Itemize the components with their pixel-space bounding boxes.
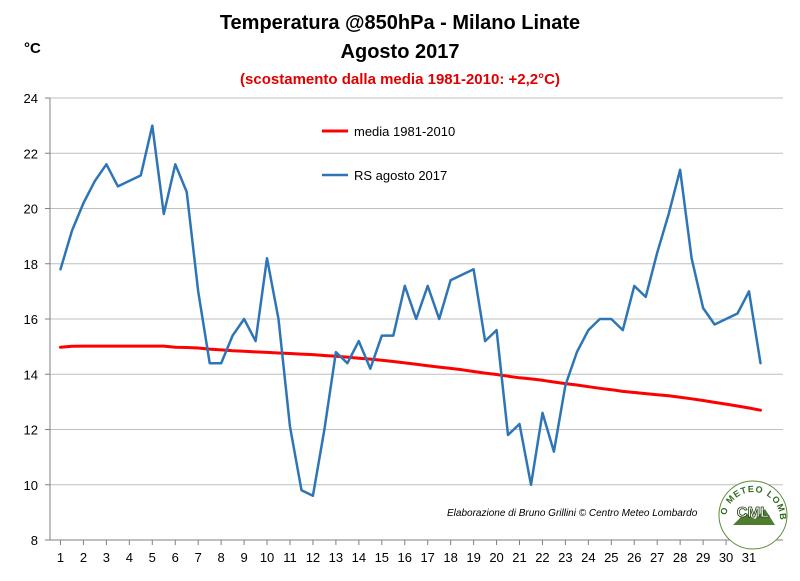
y-tick-label: 22: [24, 146, 38, 161]
x-tick-label: 31: [742, 550, 756, 565]
x-tick-label: 25: [604, 550, 618, 565]
cml-logo: CENTRO METEO LOMBARDOCML: [0, 0, 788, 550]
x-tick-label: 17: [420, 550, 434, 565]
logo-ring: [718, 480, 788, 550]
legend: media 1981-2010 RS agosto 2017: [322, 124, 455, 183]
logo-text: CML: [737, 504, 770, 521]
x-tick-label: 8: [218, 550, 225, 565]
grid-lines: [50, 97, 783, 486]
x-tick-label: 9: [240, 550, 247, 565]
logo-mountain: [733, 509, 775, 525]
x-tick-label: 28: [673, 550, 687, 565]
x-tick-label: 15: [375, 550, 389, 565]
x-tick-label: 5: [149, 550, 156, 565]
y-tick-label: 8: [31, 533, 38, 548]
x-tick-label: 6: [172, 550, 179, 565]
chart-subtitle: Agosto 2017: [340, 41, 460, 63]
logo-ring-text: CENTRO METEO LOMBARDO: [0, 0, 787, 521]
series-line-rs: [59, 124, 762, 498]
legend-label: media 1981-2010: [354, 124, 455, 139]
x-tick-label: 14: [352, 550, 366, 565]
x-tick-label: 16: [398, 550, 412, 565]
anomaly-note: (scostamento dalla media 1981-2010: +2,2…: [240, 71, 560, 88]
x-tick-label: 2: [80, 550, 87, 565]
x-tick-label: 10: [260, 550, 274, 565]
x-tick-label: 29: [696, 550, 710, 565]
x-tick-label: 20: [489, 550, 503, 565]
x-tick-label: 22: [535, 550, 549, 565]
y-unit-label: °C: [24, 40, 41, 57]
y-tick-label: 16: [24, 312, 38, 327]
x-tick-label: 7: [195, 550, 202, 565]
x-tick-label: 26: [627, 550, 641, 565]
y-tick-label: 18: [24, 257, 38, 272]
y-tick-label: 14: [24, 367, 38, 382]
legend-label: RS agosto 2017: [354, 168, 447, 183]
y-tick-label: 12: [24, 423, 38, 438]
x-tick-label: 13: [329, 550, 343, 565]
x-tick-label: 30: [719, 550, 733, 565]
x-tick-label: 4: [126, 550, 133, 565]
x-tick-label: 3: [103, 550, 110, 565]
x-tick-label: 11: [283, 550, 297, 565]
credit-text: Elaborazione di Bruno Grillini © Centro …: [447, 508, 698, 519]
x-tick-label: 23: [558, 550, 572, 565]
x-tick-label: 12: [306, 550, 320, 565]
y-tick-label: 10: [24, 478, 38, 493]
x-tick-label: 18: [443, 550, 457, 565]
y-tick-label: 24: [24, 91, 38, 106]
series-lines: [59, 124, 762, 498]
x-tick-label: 1: [57, 550, 64, 565]
y-tick-label: 20: [24, 202, 38, 217]
x-tick-label: 24: [581, 550, 595, 565]
chart-title: Temperatura @850hPa - Milano Linate: [219, 12, 581, 34]
series-line-media: [59, 344, 762, 412]
x-tick-label: 21: [512, 550, 526, 565]
x-tick-label: 19: [466, 550, 480, 565]
x-tick-label: 27: [650, 550, 664, 565]
